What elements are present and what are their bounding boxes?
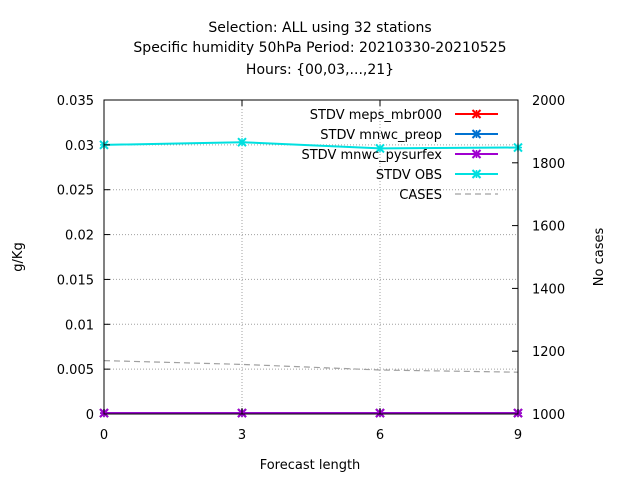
series-line xyxy=(103,141,519,150)
y2-tick-label: 1200 xyxy=(532,345,565,360)
y-tick-label: 0.005 xyxy=(57,363,94,378)
x-axis-label: Forecast length xyxy=(260,458,361,473)
grid-lines xyxy=(104,100,518,414)
y2-tick-label: 1400 xyxy=(532,282,565,297)
y2-tick-label: 1600 xyxy=(532,220,565,235)
chart-title-line-1: Selection: ALL using 32 stations xyxy=(208,20,432,36)
legend-entry-4: CASES xyxy=(399,188,498,203)
legend-entry-3: STDV OBS xyxy=(376,168,498,183)
chart-title-line-3: Hours: {00,03,...,21} xyxy=(245,62,395,78)
y-axis-label: g/Kg xyxy=(11,242,26,271)
data-point xyxy=(237,137,247,147)
series-layer xyxy=(99,137,523,418)
chart-title-line-2: Specific humidity 50hPa Period: 20210330… xyxy=(133,40,507,56)
x-tick-label: 6 xyxy=(376,428,384,443)
legend-marker xyxy=(471,109,482,119)
x-tick-label: 9 xyxy=(514,428,522,443)
series-4 xyxy=(103,360,519,373)
y-tick-label: 0.035 xyxy=(57,94,94,109)
legend-label: STDV mnwc_preop xyxy=(320,128,442,143)
legend-entry-1: STDV mnwc_preop xyxy=(320,128,498,143)
legend-entry-0: STDV meps_mbr000 xyxy=(310,108,498,123)
y-tick-label: 0.01 xyxy=(65,318,94,333)
legend-marker xyxy=(471,149,482,159)
legend-label: STDV meps_mbr000 xyxy=(310,108,442,123)
x-tick-label: 0 xyxy=(100,428,108,443)
plot-frame xyxy=(103,99,519,415)
legend: STDV meps_mbr000 STDV mnwc_preop STDV mnwc… xyxy=(301,108,498,203)
series-2 xyxy=(99,408,523,418)
legend-label: STDV OBS xyxy=(376,168,442,183)
legend-label: STDV mnwc_pysurfex xyxy=(301,148,442,163)
y-tick-label: 0.02 xyxy=(65,229,94,244)
y2-tick-label: 1800 xyxy=(532,157,565,172)
y-tick-label: 0.015 xyxy=(57,273,94,288)
legend-marker xyxy=(471,169,482,179)
x-tick-label: 3 xyxy=(238,428,246,443)
y-tick-label: 0.03 xyxy=(65,139,94,154)
data-point xyxy=(375,143,385,154)
y-tick-label: 0 xyxy=(86,408,94,423)
y2-tick-label: 2000 xyxy=(532,94,565,109)
series-line xyxy=(103,360,519,373)
axis-ticks: 0 0.005 0.01 0.015 0.02 0.025 0.03 0.035 1000 120… xyxy=(57,94,565,443)
y2-tick-label: 1000 xyxy=(532,408,565,423)
legend-entry-2: STDV mnwc_pysurfex xyxy=(301,148,498,163)
legend-label: CASES xyxy=(399,188,442,203)
y-tick-label: 0.025 xyxy=(57,184,94,199)
y2-axis-label: No cases xyxy=(592,228,607,287)
legend-marker xyxy=(471,129,482,139)
